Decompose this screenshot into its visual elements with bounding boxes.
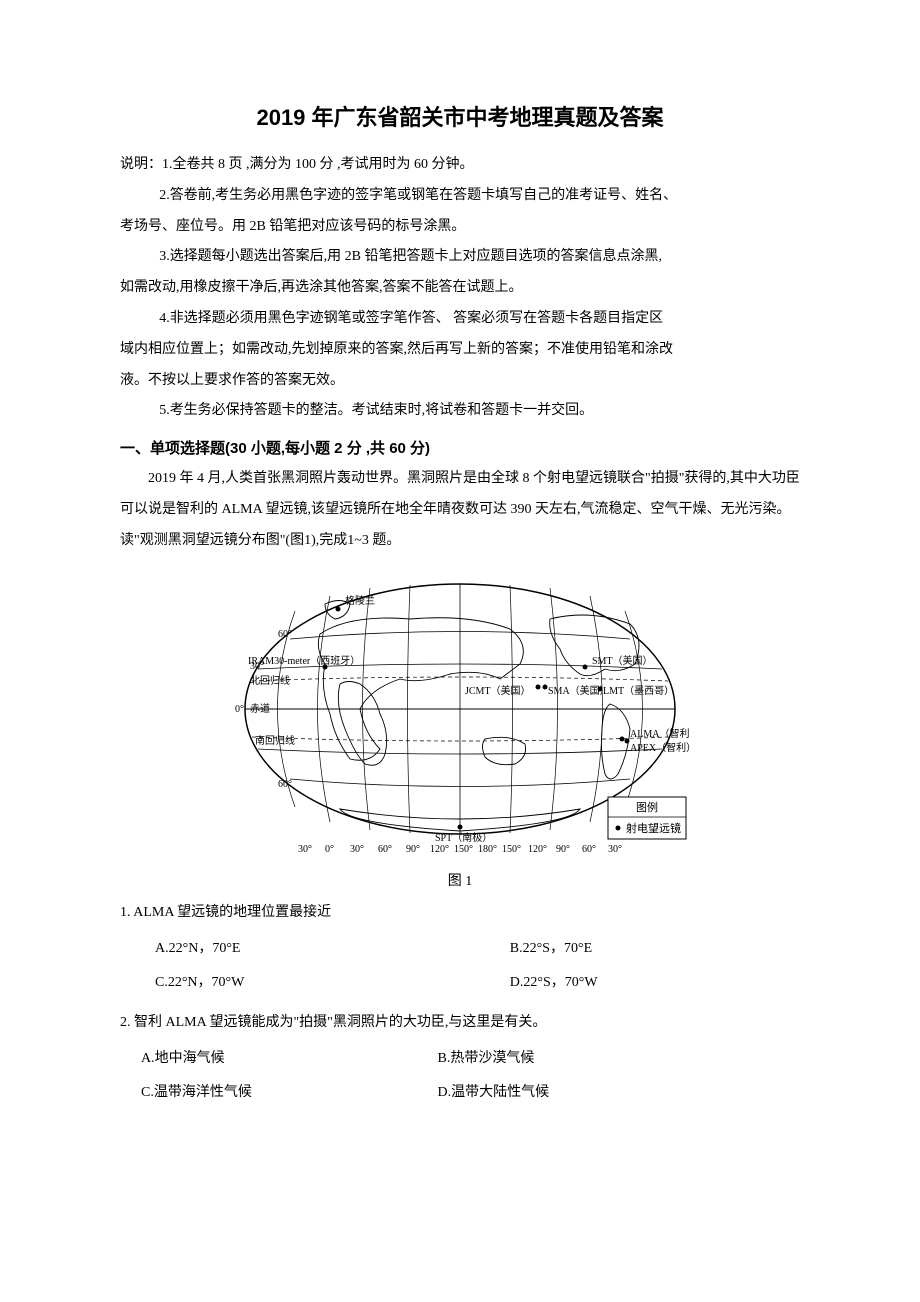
instruction-line: 域内相应位置上；如需改动,先划掉原来的答案,然后再写上新的答案；不准使用铅笔和涂… [120, 335, 800, 366]
option-a: A.地中海气候 [141, 1042, 438, 1076]
instructions-block: 说明：1.全卷共 8 页 ,满分为 100 分 ,考试用时为 60 分钟。 2.… [120, 150, 800, 427]
instruction-line: 液。不按以上要求作答的答案无效。 [120, 366, 800, 397]
instruction-line: 2.答卷前,考生务必用黑色字迹的签字笔或钢笔在答题卡填写自己的准考证号、姓名、 [120, 181, 800, 212]
map-label: APEX（智利） [630, 741, 690, 754]
option-b: B.热带沙漠气候 [438, 1042, 735, 1076]
map-label: 150° [454, 844, 473, 855]
question-1: 1. ALMA 望远镜的地理位置最接近 A.22°N，70°E B.22°S，7… [120, 898, 800, 1000]
map-label: 60° [378, 844, 392, 855]
question-stem: 2. 智利 ALMA 望远镜能成为"拍摄"黑洞照片的大功臣,与这里是有关。 [120, 1008, 800, 1039]
question-2: 2. 智利 ALMA 望远镜能成为"拍摄"黑洞照片的大功臣,与这里是有关。 A.… [120, 1008, 800, 1110]
option-d: D.温带大陆性气候 [438, 1076, 735, 1110]
instruction-line: 如需改动,用橡皮擦干净后,再选涂其他答案,答案不能答在试题上。 [120, 273, 800, 304]
map-label: 120° [430, 844, 449, 855]
map-label: 北回归线 [250, 674, 290, 687]
instruction-line: 3.选择题每小题选出答案后,用 2B 铅笔把答题卡上对应题目选项的答案信息点涂黑… [120, 242, 800, 273]
map-label: 30° [250, 661, 264, 672]
figure-caption: 图 1 [120, 870, 800, 890]
instruction-line: 说明：1.全卷共 8 页 ,满分为 100 分 ,考试用时为 60 分钟。 [120, 150, 800, 181]
map-label: 0° [235, 704, 244, 715]
map-label: 120° [528, 844, 547, 855]
map-label: 格陵兰 [345, 594, 375, 607]
option-c: C.温带海洋性气候 [141, 1076, 438, 1110]
map-label: JCMT（美国） [465, 684, 531, 697]
map-label: SPT（南极） [435, 831, 492, 844]
map-label: SMA（美国） [548, 684, 610, 697]
map-label: 90° [406, 844, 420, 855]
legend-item: 射电望远镜 [626, 821, 681, 835]
passage-text: 2019 年 4 月,人类首张黑洞照片轰动世界。黑洞照片是由全球 8 个射电望远… [120, 464, 800, 556]
map-label: 90° [556, 844, 570, 855]
instruction-line: 5.考生务必保持答题卡的整洁。考试结束时,将试卷和答题卡一并交回。 [120, 396, 800, 427]
map-label: 60° [582, 844, 596, 855]
option-a: A.22°N，70°E [155, 932, 510, 966]
figure-1: 格陵兰 IRAM30-meter（西班牙） SMT（美国） JCMT（美国） S… [120, 569, 800, 890]
map-label: 南回归线 [255, 734, 295, 747]
map-label: 0° [325, 844, 334, 855]
question-stem: 1. ALMA 望远镜的地理位置最接近 [120, 898, 800, 929]
map-label: SMT（美国） [592, 654, 653, 667]
map-label: 30° [350, 844, 364, 855]
map-label: 30° [608, 844, 622, 855]
map-label: 180° [478, 844, 497, 855]
instruction-line: 4.非选择题必须用黑色字迹钢笔或签字笔作答、 答案必须写在答题卡各题目指定区 [120, 304, 800, 335]
page-title: 2019 年广东省韶关市中考地理真题及答案 [120, 100, 800, 132]
options-row: A.22°N，70°E B.22°S，70°E C.22°N，70°W D.22… [120, 932, 800, 999]
option-c: C.22°N，70°W [155, 966, 510, 1000]
instruction-line: 考场号、座位号。用 2B 铅笔把对应该号码的标号涂黑。 [120, 212, 800, 243]
map-label: 60° [278, 629, 292, 640]
options-row: A.地中海气候 B.热带沙漠气候 C.温带海洋性气候 D.温带大陆性气候 [120, 1042, 800, 1109]
section-heading: 一、单项选择题(30 小题,每小题 2 分 ,共 60 分) [120, 437, 800, 458]
option-b: B.22°S，70°E [510, 932, 800, 966]
world-map-svg: 格陵兰 IRAM30-meter（西班牙） SMT（美国） JCMT（美国） S… [230, 569, 690, 859]
legend-title: 图例 [636, 800, 658, 814]
map-label: 30° [298, 844, 312, 855]
map-label: 60° [278, 779, 292, 790]
option-d: D.22°S，70°W [510, 966, 800, 1000]
map-label: LMT（墨西哥） [603, 685, 674, 697]
map-label: 赤道 [250, 702, 270, 715]
map-label: IRAM30-meter（西班牙） [248, 655, 360, 667]
map-label: 150° [502, 844, 521, 855]
map-label: ALMA（智利） [630, 727, 690, 740]
